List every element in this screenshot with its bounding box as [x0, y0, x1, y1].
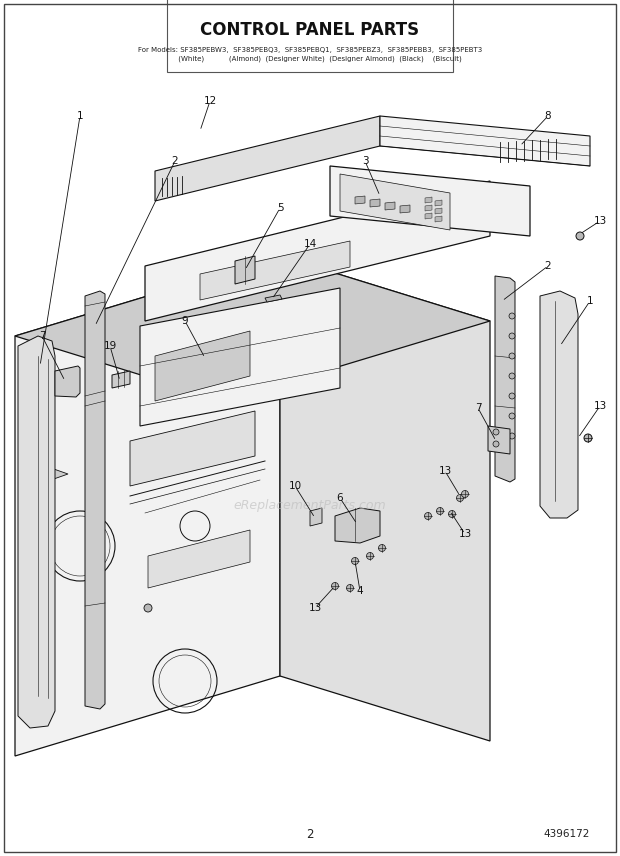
- Circle shape: [509, 353, 515, 359]
- Circle shape: [378, 544, 386, 551]
- Circle shape: [347, 585, 353, 591]
- Polygon shape: [380, 116, 590, 166]
- Text: 10: 10: [288, 481, 301, 491]
- Polygon shape: [435, 200, 442, 206]
- Polygon shape: [385, 202, 395, 210]
- Polygon shape: [28, 467, 68, 481]
- Circle shape: [352, 557, 358, 564]
- Polygon shape: [145, 181, 490, 321]
- Circle shape: [493, 441, 499, 447]
- Polygon shape: [435, 216, 442, 222]
- Polygon shape: [18, 336, 55, 728]
- Polygon shape: [15, 256, 280, 756]
- Text: 7: 7: [475, 403, 481, 413]
- Polygon shape: [425, 213, 432, 219]
- Polygon shape: [200, 241, 350, 300]
- Text: 13: 13: [593, 216, 606, 226]
- Circle shape: [584, 434, 592, 442]
- Text: (White)           (Almond)  (Designer White)  (Designer Almond)  (Black)    (Bis: (White) (Almond) (Designer White) (Desig…: [158, 56, 462, 62]
- Polygon shape: [400, 205, 410, 213]
- Text: 4: 4: [356, 586, 363, 596]
- Text: 7: 7: [38, 331, 45, 341]
- Circle shape: [509, 413, 515, 419]
- Circle shape: [509, 333, 515, 339]
- Circle shape: [332, 582, 339, 590]
- Circle shape: [366, 552, 373, 560]
- Polygon shape: [495, 276, 515, 482]
- Text: For Models: SF385PEBW3,  SF385PEBQ3,  SF385PEBQ1,  SF385PEBZ3,  SF385PEBB3,  SF3: For Models: SF385PEBW3, SF385PEBQ3, SF38…: [138, 47, 482, 53]
- Polygon shape: [330, 166, 530, 236]
- Text: 2: 2: [545, 261, 551, 271]
- Text: 3: 3: [361, 156, 368, 166]
- Polygon shape: [435, 208, 442, 214]
- Text: 13: 13: [458, 529, 472, 539]
- Polygon shape: [355, 196, 365, 204]
- Circle shape: [493, 429, 499, 435]
- Polygon shape: [340, 174, 450, 230]
- Text: 1: 1: [77, 111, 83, 121]
- Polygon shape: [540, 291, 578, 518]
- Circle shape: [461, 490, 469, 497]
- Polygon shape: [265, 295, 282, 302]
- Circle shape: [509, 433, 515, 439]
- Polygon shape: [148, 530, 250, 588]
- Polygon shape: [155, 116, 380, 201]
- Text: 2: 2: [172, 156, 179, 166]
- Text: CONTROL PANEL PARTS: CONTROL PANEL PARTS: [200, 21, 420, 39]
- Text: 6: 6: [337, 493, 343, 503]
- Polygon shape: [335, 508, 380, 543]
- Polygon shape: [235, 256, 255, 284]
- Text: 1: 1: [587, 296, 593, 306]
- Text: eReplacementParts.com: eReplacementParts.com: [234, 500, 386, 513]
- Polygon shape: [15, 256, 490, 401]
- Circle shape: [576, 232, 584, 240]
- Polygon shape: [488, 426, 510, 454]
- Text: 19: 19: [104, 341, 117, 351]
- Polygon shape: [310, 508, 322, 526]
- Text: 4396172: 4396172: [544, 829, 590, 839]
- Text: 12: 12: [203, 96, 216, 106]
- Circle shape: [456, 495, 464, 502]
- Text: 13: 13: [438, 466, 451, 476]
- Circle shape: [509, 393, 515, 399]
- Text: 8: 8: [545, 111, 551, 121]
- Polygon shape: [425, 205, 432, 211]
- Text: 14: 14: [303, 239, 317, 249]
- Polygon shape: [425, 197, 432, 203]
- Polygon shape: [55, 366, 80, 397]
- Circle shape: [448, 510, 456, 518]
- Polygon shape: [85, 291, 105, 709]
- Text: 2: 2: [306, 828, 314, 841]
- Text: 9: 9: [182, 316, 188, 326]
- Polygon shape: [370, 199, 380, 207]
- Polygon shape: [155, 331, 250, 401]
- Polygon shape: [130, 411, 255, 486]
- Circle shape: [509, 373, 515, 379]
- Circle shape: [144, 604, 152, 612]
- Circle shape: [425, 513, 432, 520]
- Polygon shape: [112, 371, 130, 388]
- Circle shape: [436, 508, 443, 514]
- Polygon shape: [280, 256, 490, 741]
- Text: 13: 13: [308, 603, 322, 613]
- Text: 13: 13: [593, 401, 606, 411]
- Circle shape: [509, 313, 515, 319]
- Polygon shape: [140, 288, 340, 426]
- Text: 5: 5: [277, 203, 283, 213]
